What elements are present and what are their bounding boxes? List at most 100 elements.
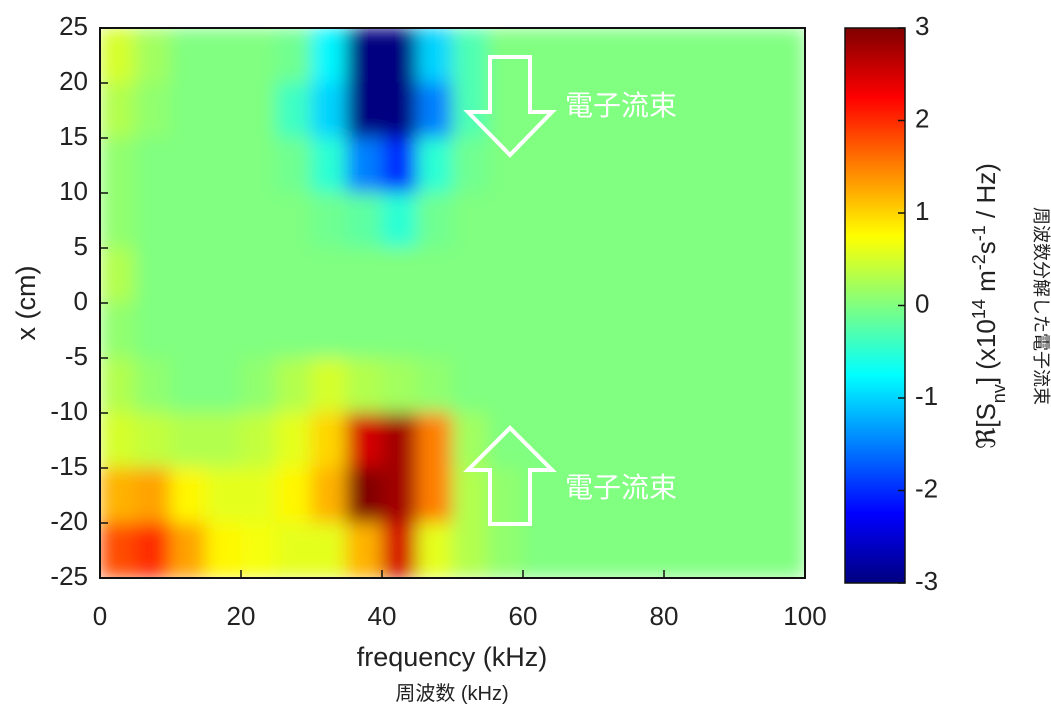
y-tick-label: -15 bbox=[50, 451, 88, 481]
heat-cell bbox=[346, 28, 383, 84]
heat-cell bbox=[134, 522, 171, 578]
heat-cell bbox=[663, 82, 700, 139]
heat-cell bbox=[698, 302, 735, 359]
heat-cell bbox=[698, 412, 735, 469]
heat-cell bbox=[769, 357, 805, 414]
heat-cell bbox=[381, 137, 418, 194]
heat-cell bbox=[205, 82, 242, 139]
heat-cell bbox=[663, 137, 700, 194]
heat-cell bbox=[346, 467, 383, 524]
heat-cell bbox=[522, 247, 559, 304]
heat-cell bbox=[593, 137, 630, 194]
heat-cell bbox=[734, 522, 771, 578]
heat-cell bbox=[134, 192, 171, 249]
colorbar-tick-label: -1 bbox=[915, 381, 938, 411]
heat-cell bbox=[346, 192, 383, 249]
heat-cell bbox=[240, 82, 277, 139]
colorbar-label-part: ] (x10 bbox=[971, 319, 1001, 384]
heat-cell bbox=[100, 82, 136, 139]
heat-cell bbox=[557, 192, 594, 249]
heat-cell bbox=[205, 192, 242, 249]
heat-cell bbox=[593, 247, 630, 304]
colorbar-label-part: 14 bbox=[969, 299, 989, 319]
heat-cell bbox=[381, 302, 418, 359]
heat-cell bbox=[416, 82, 453, 139]
heat-cell bbox=[557, 137, 594, 194]
y-tick-label: -5 bbox=[65, 341, 88, 371]
heat-cell bbox=[557, 302, 594, 359]
heat-cell bbox=[416, 467, 453, 524]
heat-cell bbox=[240, 302, 277, 359]
heat-cell bbox=[522, 192, 559, 249]
heat-cell bbox=[593, 357, 630, 414]
heat-cell bbox=[346, 412, 383, 469]
colorbar-label: ℜ[Snv] (x1014 m-2s-1 / Hz) bbox=[969, 163, 1009, 449]
heat-cell bbox=[240, 137, 277, 194]
heat-cell bbox=[522, 302, 559, 359]
colorbar-label-part: -2 bbox=[969, 254, 989, 270]
heat-cell bbox=[663, 192, 700, 249]
heat-cell bbox=[593, 522, 630, 578]
heat-cell bbox=[769, 82, 805, 139]
heat-cell bbox=[311, 82, 348, 139]
heat-cell bbox=[275, 302, 312, 359]
heat-cell bbox=[557, 467, 594, 524]
heat-cell bbox=[487, 467, 524, 524]
heat-cell bbox=[240, 28, 277, 84]
heat-cell bbox=[100, 28, 136, 84]
heat-cell bbox=[311, 357, 348, 414]
heat-cell bbox=[557, 412, 594, 469]
heat-cell bbox=[452, 247, 489, 304]
colorbar-tick-label: 3 bbox=[915, 11, 929, 41]
heat-cell bbox=[769, 192, 805, 249]
x-tick-label: 20 bbox=[227, 601, 256, 631]
heat-cell bbox=[663, 302, 700, 359]
heat-cell bbox=[346, 247, 383, 304]
heat-cell bbox=[416, 412, 453, 469]
heat-cell bbox=[240, 192, 277, 249]
colorbar-tick-label: 2 bbox=[915, 103, 929, 133]
heat-cell bbox=[346, 357, 383, 414]
heat-cell bbox=[452, 522, 489, 578]
heat-cell bbox=[416, 522, 453, 578]
heat-cell bbox=[628, 82, 665, 139]
heat-cell bbox=[698, 137, 735, 194]
arrow-up bbox=[463, 425, 557, 526]
heat-cell bbox=[311, 467, 348, 524]
heat-cell bbox=[663, 28, 700, 84]
heat-cell bbox=[240, 357, 277, 414]
heat-cell bbox=[240, 247, 277, 304]
heat-cell bbox=[593, 467, 630, 524]
x-axis-label: frequency (kHz) bbox=[357, 642, 548, 672]
heat-cell bbox=[170, 137, 207, 194]
heat-cell bbox=[170, 412, 207, 469]
heat-cell bbox=[522, 522, 559, 578]
heat-cell bbox=[593, 192, 630, 249]
y-tick-label: 5 bbox=[74, 231, 88, 261]
x-tick-label: 60 bbox=[509, 601, 538, 631]
heat-cell bbox=[416, 137, 453, 194]
heat-cell bbox=[663, 247, 700, 304]
heat-cell bbox=[381, 467, 418, 524]
heat-cell bbox=[134, 247, 171, 304]
heat-cell bbox=[240, 522, 277, 578]
y-axis-label: x (cm) bbox=[11, 266, 41, 341]
heat-cell bbox=[734, 192, 771, 249]
heat-cell bbox=[769, 247, 805, 304]
heat-cell bbox=[170, 82, 207, 139]
heat-cell bbox=[593, 28, 630, 84]
heat-cell bbox=[346, 522, 383, 578]
heat-cell bbox=[734, 137, 771, 194]
heat-cell bbox=[381, 82, 418, 139]
heat-cell bbox=[275, 82, 312, 139]
heat-cell bbox=[769, 467, 805, 524]
y-tick-label: 0 bbox=[74, 286, 88, 316]
colorbar-label-part: / Hz) bbox=[971, 163, 1001, 225]
heat-cell bbox=[170, 192, 207, 249]
heat-cell bbox=[557, 357, 594, 414]
heat-cell bbox=[346, 302, 383, 359]
heat-cell bbox=[698, 522, 735, 578]
heat-cell bbox=[275, 137, 312, 194]
heat-cell bbox=[487, 522, 524, 578]
